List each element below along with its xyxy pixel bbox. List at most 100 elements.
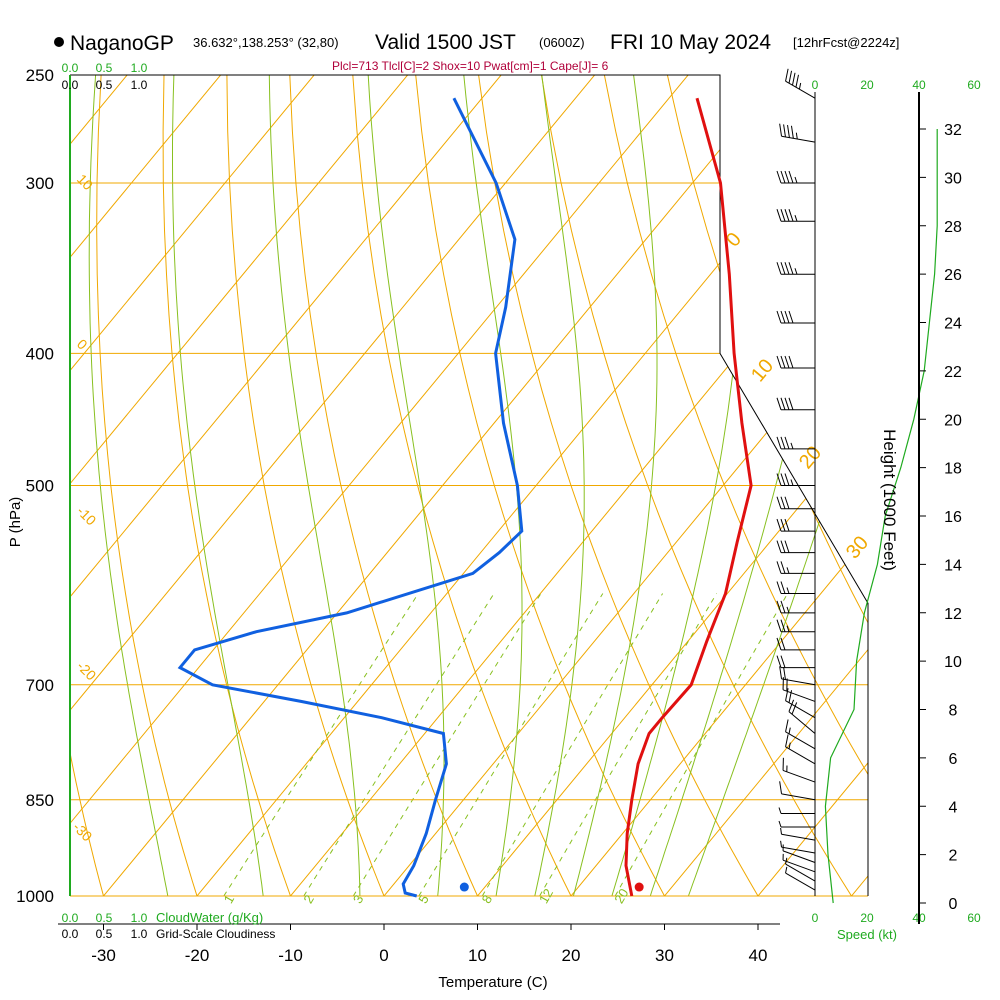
wind-barb bbox=[776, 355, 815, 369]
pressure-tick-label: 700 bbox=[26, 676, 54, 695]
wind-barb-flag bbox=[780, 600, 786, 614]
dry-adiabat-label: 0 bbox=[74, 336, 91, 353]
wind-barb-flag bbox=[776, 397, 782, 410]
mixing-ratio-label: 1 bbox=[221, 892, 238, 906]
wind-barb-flag bbox=[785, 688, 789, 701]
wind-barb bbox=[776, 436, 815, 450]
cloudiness-label: Grid-Scale Cloudiness bbox=[156, 927, 275, 941]
plot-frame bbox=[70, 74, 869, 896]
wind-barb-flag bbox=[776, 540, 782, 553]
isotherm-line bbox=[70, 75, 518, 896]
wind-barb-flag bbox=[780, 355, 786, 369]
dry-adiabat-line bbox=[347, 75, 587, 896]
wind-barb-shaft bbox=[785, 80, 816, 99]
speed-tick-top: 20 bbox=[860, 78, 874, 92]
header: NaganoGP 36.632°,138.253° (32,80) Valid … bbox=[54, 31, 899, 73]
wind-barb-flag bbox=[776, 496, 782, 509]
wind-barb-half-flag bbox=[778, 820, 782, 828]
wind-barb-half-flag bbox=[788, 742, 791, 749]
cloud-water-tick-top: 1.0 bbox=[131, 61, 148, 75]
valid-utc: (0600Z) bbox=[539, 35, 585, 50]
mixing-ratio-line bbox=[481, 593, 664, 896]
pressure-tick-label: 300 bbox=[26, 174, 54, 193]
wind-barb-flag bbox=[788, 209, 794, 222]
pressure-axis-label: P (hPa) bbox=[7, 497, 24, 548]
wind-barb-flag bbox=[776, 619, 782, 632]
wind-barb bbox=[788, 699, 816, 734]
wind-barb-flag bbox=[776, 209, 782, 222]
wind-barb bbox=[778, 807, 815, 815]
isotherm-label: 10 bbox=[747, 355, 778, 386]
wind-barb-flag bbox=[785, 719, 789, 732]
wind-barb bbox=[776, 581, 815, 594]
wind-barb bbox=[776, 600, 815, 614]
wind-barb bbox=[782, 853, 816, 873]
speed-tick-bottom: 20 bbox=[860, 911, 874, 925]
moist-adiabat-line bbox=[457, 75, 523, 896]
moist-adiabat-line bbox=[268, 75, 361, 896]
wind-barb-shaft bbox=[781, 846, 816, 854]
moist-adiabat-line bbox=[88, 75, 174, 896]
wind-barb bbox=[776, 310, 815, 324]
wind-barb-shaft bbox=[785, 700, 816, 719]
wind-barb bbox=[785, 734, 816, 765]
wind-barb-flag bbox=[780, 655, 786, 668]
mixing-ratio-line bbox=[539, 593, 718, 896]
wind-speed-profile-line bbox=[824, 129, 938, 904]
wind-barb bbox=[780, 827, 816, 841]
speed-tick-bottom: 60 bbox=[967, 911, 981, 925]
temperature-tick-label: 0 bbox=[379, 946, 388, 965]
isotherm-line bbox=[70, 75, 424, 896]
height-tick-label: 14 bbox=[944, 557, 962, 574]
wind-barb-half-flag bbox=[780, 840, 783, 848]
wind-barb-shaft bbox=[781, 833, 816, 841]
wind-barb-flag bbox=[783, 124, 786, 137]
wind-barb-flag bbox=[780, 262, 786, 275]
wind-barb-flag bbox=[788, 397, 794, 410]
mixing-ratio-label: 2 bbox=[300, 892, 317, 906]
wind-barb bbox=[776, 397, 815, 411]
cloudiness-tick-top: 1.0 bbox=[131, 78, 148, 92]
moist-adiabat-line bbox=[172, 75, 268, 896]
pressure-tick-label: 500 bbox=[26, 477, 54, 496]
wind-barb bbox=[778, 820, 815, 828]
wind-barb-flag bbox=[788, 262, 794, 275]
cloudiness-tick-top: 0.0 bbox=[62, 78, 79, 92]
height-tick-label: 4 bbox=[949, 799, 958, 816]
wind-barb bbox=[776, 619, 815, 633]
wind-barb bbox=[776, 540, 815, 554]
wind-barb-flag bbox=[779, 781, 783, 794]
wind-barb-flag bbox=[783, 666, 786, 680]
isotherm-line bbox=[827, 75, 868, 896]
cloud-water-tick-top: 0.5 bbox=[96, 61, 113, 75]
moist-adiabat-line bbox=[565, 75, 658, 896]
height-tick-label: 6 bbox=[949, 751, 958, 768]
wind-barb-flag bbox=[788, 170, 794, 184]
mixing-ratio-line bbox=[418, 593, 604, 896]
wind-barb-flag bbox=[776, 561, 782, 574]
height-tick-label: 10 bbox=[944, 654, 962, 671]
wind-barb-shaft bbox=[782, 769, 816, 783]
wind-barb-half-flag bbox=[778, 807, 782, 814]
wind-barb-flag bbox=[785, 734, 789, 747]
wind-barb bbox=[776, 561, 815, 574]
height-tick-label: 16 bbox=[944, 509, 962, 526]
wind-barb-flag bbox=[780, 496, 786, 509]
stability-indices: Plcl=713 Tlcl[C]=2 Shox=10 Pwat[cm]=1 Ca… bbox=[332, 59, 609, 73]
isotherm-line bbox=[70, 75, 611, 896]
wind-barb-flag bbox=[776, 655, 782, 668]
isotherm-label: 20 bbox=[795, 442, 826, 473]
wind-barb-flag bbox=[787, 125, 790, 138]
wind-barb-flag bbox=[784, 496, 790, 509]
cloud-water-tick-bottom: 0.0 bbox=[62, 911, 79, 925]
height-axis-label: Height (1000 Feet) bbox=[880, 429, 899, 571]
height-tick-label: 20 bbox=[944, 412, 962, 429]
cloud-water-tick-bottom: 1.0 bbox=[131, 911, 148, 925]
wind-barb bbox=[779, 666, 816, 686]
isotherm-line bbox=[79, 75, 868, 896]
pressure-axis: 250 300 400 500 700 850 1000 bbox=[16, 66, 54, 906]
pressure-tick-label: 250 bbox=[26, 66, 54, 85]
wind-barb-flag bbox=[776, 581, 782, 594]
speed-tick-bottom: 0 bbox=[812, 911, 819, 925]
speed-axis: 00202040406060 bbox=[812, 78, 981, 925]
